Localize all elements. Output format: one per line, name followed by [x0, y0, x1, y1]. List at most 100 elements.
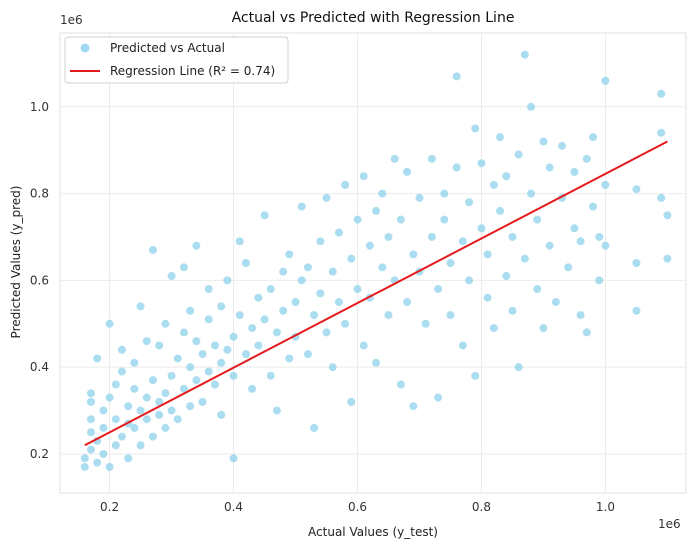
scatter-point: [601, 180, 610, 189]
scatter-point: [440, 215, 449, 224]
scatter-point: [489, 324, 498, 333]
scatter-point: [229, 371, 238, 380]
scatter-point: [545, 163, 554, 172]
scatter-point: [427, 154, 436, 163]
scatter-point: [316, 237, 325, 246]
scatter-point: [266, 285, 275, 294]
scatter-point: [396, 215, 405, 224]
scatter-point: [465, 276, 474, 285]
scatter-point: [229, 454, 238, 463]
legend-scatter-marker: [80, 43, 90, 53]
scatter-point: [347, 254, 356, 263]
scatter-point: [657, 193, 666, 202]
scatter-point: [365, 241, 374, 250]
scatter-point: [657, 89, 666, 98]
scatter-point: [403, 298, 412, 307]
scatter-point: [186, 363, 195, 372]
scatter-point: [155, 410, 164, 419]
scatter-point: [111, 380, 120, 389]
scatter-point: [204, 285, 213, 294]
scatter-points: [80, 50, 672, 471]
scatter-point: [520, 50, 529, 59]
scatter-point: [415, 193, 424, 202]
y-tick-label: 1.0: [30, 100, 49, 114]
scatter-point: [86, 397, 95, 406]
plot-area: [59, 32, 687, 494]
y-offset-label: 1e6: [60, 13, 83, 27]
scatter-point: [155, 397, 164, 406]
legend-box: [64, 36, 289, 84]
scatter-point: [483, 250, 492, 259]
scatter-point: [452, 163, 461, 172]
x-tick-label: 0.6: [348, 500, 367, 514]
scatter-point: [595, 276, 604, 285]
scatter-point: [322, 193, 331, 202]
scatter-point: [508, 306, 517, 315]
scatter-point: [186, 306, 195, 315]
scatter-point: [421, 319, 430, 328]
scatter-point: [471, 124, 480, 133]
scatter-point: [272, 406, 281, 415]
scatter-point: [93, 458, 102, 467]
scatter-point: [99, 449, 108, 458]
gridlines: [60, 33, 686, 493]
scatter-point: [595, 232, 604, 241]
scatter-point: [179, 384, 188, 393]
scatter-point: [148, 432, 157, 441]
scatter-point: [310, 311, 319, 320]
scatter-point: [372, 358, 381, 367]
scatter-point: [248, 384, 257, 393]
scatter-point: [496, 206, 505, 215]
scatter-point: [477, 224, 486, 233]
scatter-point: [403, 167, 412, 176]
scatter-point: [148, 376, 157, 385]
scatter-point: [105, 319, 114, 328]
scatter-point: [105, 393, 114, 402]
scatter-point: [229, 332, 238, 341]
scatter-point: [117, 432, 126, 441]
scatter-point: [576, 311, 585, 320]
scatter-point: [93, 354, 102, 363]
scatter-point: [328, 267, 337, 276]
x-tick-label: 0.2: [100, 500, 119, 514]
scatter-point: [533, 215, 542, 224]
x-tick-label: 1.0: [596, 500, 615, 514]
scatter-point: [279, 267, 288, 276]
scatter-point: [446, 259, 455, 267]
scatter-point: [279, 306, 288, 315]
scatter-point: [223, 276, 232, 285]
scatter-point: [576, 237, 585, 246]
scatter-point: [142, 337, 151, 346]
x-axis-label: Actual Values (y_test): [308, 525, 438, 539]
scatter-point: [558, 141, 567, 150]
legend-label-scatter: Predicted vs Actual: [110, 41, 225, 55]
scatter-point: [167, 371, 176, 380]
scatter-point: [390, 154, 399, 163]
scatter-point: [477, 159, 486, 168]
scatter-point: [124, 402, 133, 411]
scatter-point: [328, 363, 337, 372]
scatter-point: [217, 302, 226, 311]
scatter-point: [179, 328, 188, 337]
scatter-point: [434, 285, 443, 294]
scatter-point: [471, 371, 480, 380]
scatter-point: [161, 319, 170, 328]
scatter-point: [396, 380, 405, 389]
scatter-point: [117, 367, 126, 376]
y-axis-label: Predicted Values (y_pred): [9, 186, 23, 339]
scatter-point: [130, 358, 139, 367]
scatter-point: [303, 263, 312, 272]
scatter-point: [458, 237, 467, 246]
scatter-point: [334, 298, 343, 307]
scatter-point: [272, 328, 281, 337]
scatter-point: [409, 402, 418, 411]
scatter-point: [632, 185, 641, 194]
scatter-point: [297, 202, 306, 211]
plot-frame: [59, 32, 687, 494]
scatter-point: [508, 232, 517, 241]
scatter-point: [204, 367, 213, 376]
x-tick-label: 0.8: [472, 500, 491, 514]
scatter-point: [359, 172, 368, 181]
scatter-point: [260, 315, 269, 324]
scatter-point: [260, 211, 269, 220]
